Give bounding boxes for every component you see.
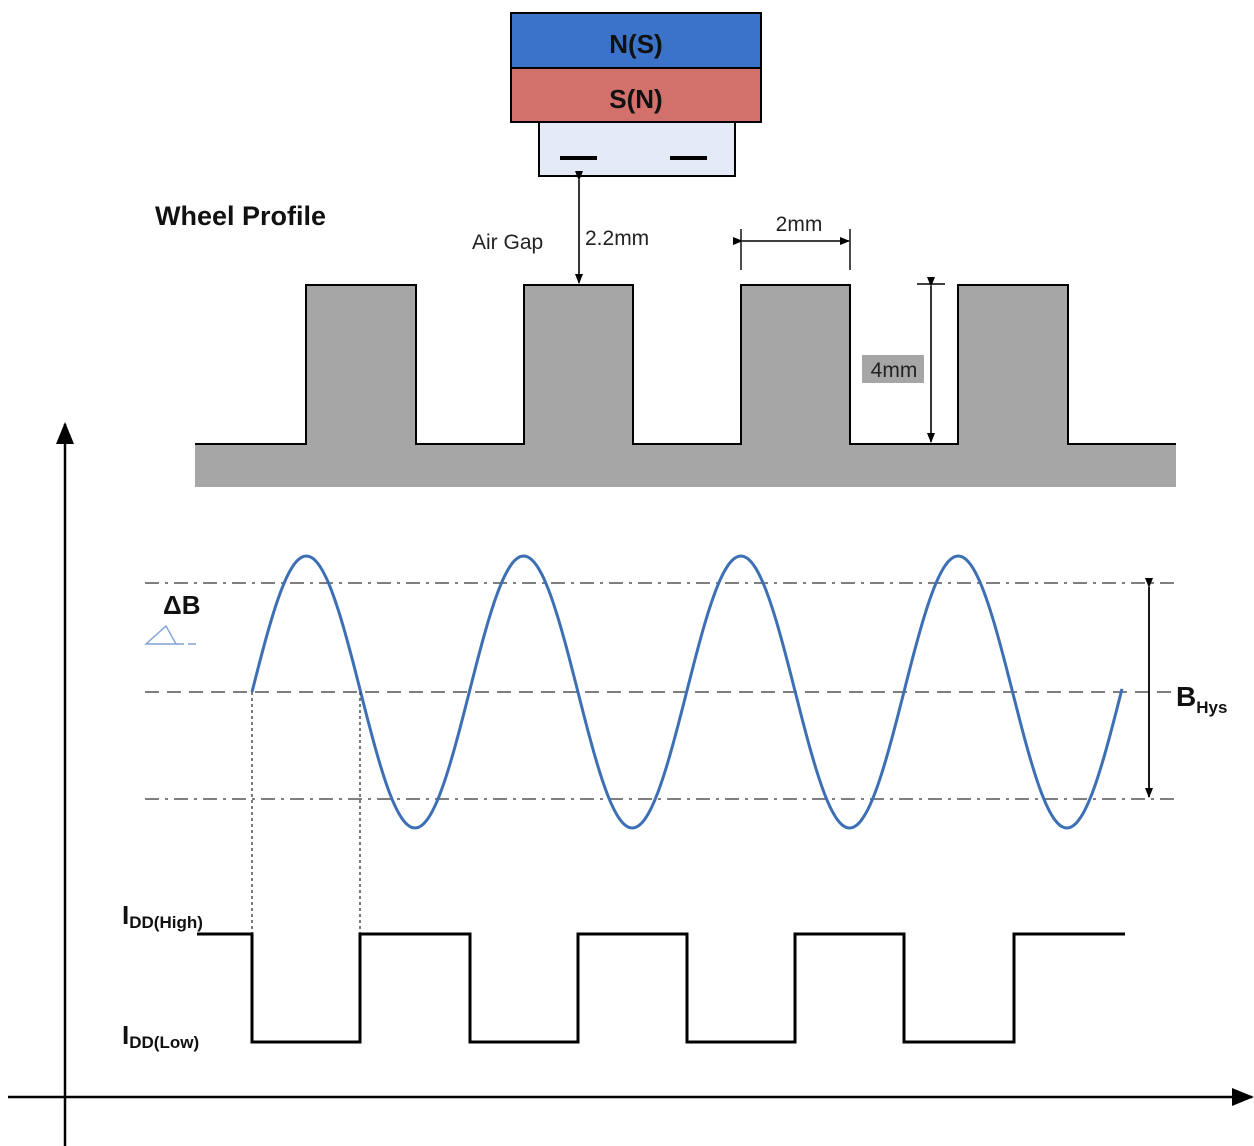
delta-b-label: ΔB [163,590,200,620]
output-current-wave [197,932,1125,1044]
tooth-height-dimension: 4mm [862,277,945,443]
threshold-lines [145,582,1178,800]
hysteresis-dimension: BHys [1145,578,1227,798]
tooth-width-dimension: 2mm [733,213,851,270]
delta-b-marker [144,624,178,645]
air-gap-dimension: Air Gap 2.2mm [472,171,649,284]
tooth-height-label: 4mm [871,359,918,382]
air-gap-value: 2.2mm [585,227,649,250]
hysteresis-label: BHys [1176,681,1227,717]
north-pole-block [510,12,762,69]
air-gap-label: Air Gap [472,231,543,254]
wheel-tooth-1 [306,285,416,445]
wheel-profile [195,284,1176,487]
tooth-width-label: 2mm [776,213,823,236]
wheel-base [195,444,1176,487]
idd-low-label: IDD(Low) [122,1020,199,1052]
magnetic-field-wave [250,554,1124,830]
wheel-tooth-4 [958,285,1068,445]
wheel-profile-title: Wheel Profile [155,201,326,231]
wheel-tooth-3 [741,285,850,445]
sensor-body [538,121,736,177]
idd-high-label: IDD(High) [122,900,203,932]
wheel-outline [195,284,1176,445]
magnet-assembly: N(S) S(N) [510,12,762,177]
wheel-tooth-2 [524,285,633,445]
north-pole-label: N(S) [609,29,662,59]
south-pole-label: S(N) [609,84,662,114]
south-pole-block [510,67,762,123]
